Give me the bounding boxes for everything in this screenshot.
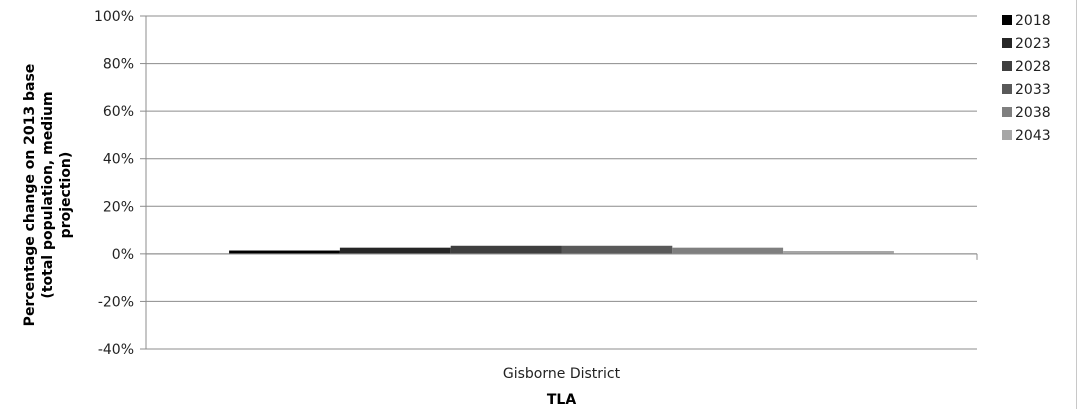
y-tick-label: 40% — [103, 152, 134, 168]
bar-2038 — [672, 247, 784, 254]
bar-2018 — [229, 250, 340, 254]
legend-swatch-2018 — [1002, 15, 1012, 25]
legend-label-2028: 2028 — [1015, 59, 1051, 75]
x-category-label: Gisborne District — [503, 366, 621, 382]
y-tick-label: 60% — [103, 104, 134, 120]
bars — [229, 245, 894, 254]
y-axis-title-line-1: Percentage change on 2013 base — [22, 64, 38, 327]
axes — [145, 16, 978, 349]
y-axis-title-line-3: projection) — [58, 152, 74, 239]
legend: 2018 2023 2028 2033 2038 2043 — [1002, 13, 1051, 144]
gridlines — [140, 15, 977, 350]
bar-2043 — [783, 251, 894, 254]
y-tick-label: -20% — [98, 294, 134, 310]
legend-label-2043: 2043 — [1015, 128, 1051, 144]
legend-label-2023: 2023 — [1015, 36, 1051, 52]
x-axis-title: TLA — [547, 392, 576, 408]
legend-swatch-2023 — [1002, 38, 1012, 48]
y-tick-label: 0% — [112, 247, 134, 263]
bar-2033 — [561, 245, 673, 254]
y-axis-title: Percentage change on 2013 base (total po… — [22, 64, 74, 327]
legend-label-2038: 2038 — [1015, 105, 1051, 121]
y-tick-label: 100% — [94, 9, 134, 25]
legend-swatch-2033 — [1002, 84, 1012, 94]
legend-label-2033: 2033 — [1015, 82, 1051, 98]
legend-swatch-2028 — [1002, 61, 1012, 71]
y-tick-label: 80% — [103, 57, 134, 73]
bar-2028 — [450, 245, 562, 254]
legend-swatch-2043 — [1002, 130, 1012, 140]
y-tick-labels: 100% 80% 60% 40% 20% 0% -20% -40% — [94, 9, 134, 358]
legend-label-2018: 2018 — [1015, 13, 1051, 29]
y-tick-label: 20% — [103, 199, 134, 215]
bar-2023 — [339, 247, 451, 254]
y-tick-label: -40% — [98, 342, 134, 358]
y-axis-title-line-2: (total population, medium — [40, 91, 56, 298]
legend-swatch-2038 — [1002, 107, 1012, 117]
